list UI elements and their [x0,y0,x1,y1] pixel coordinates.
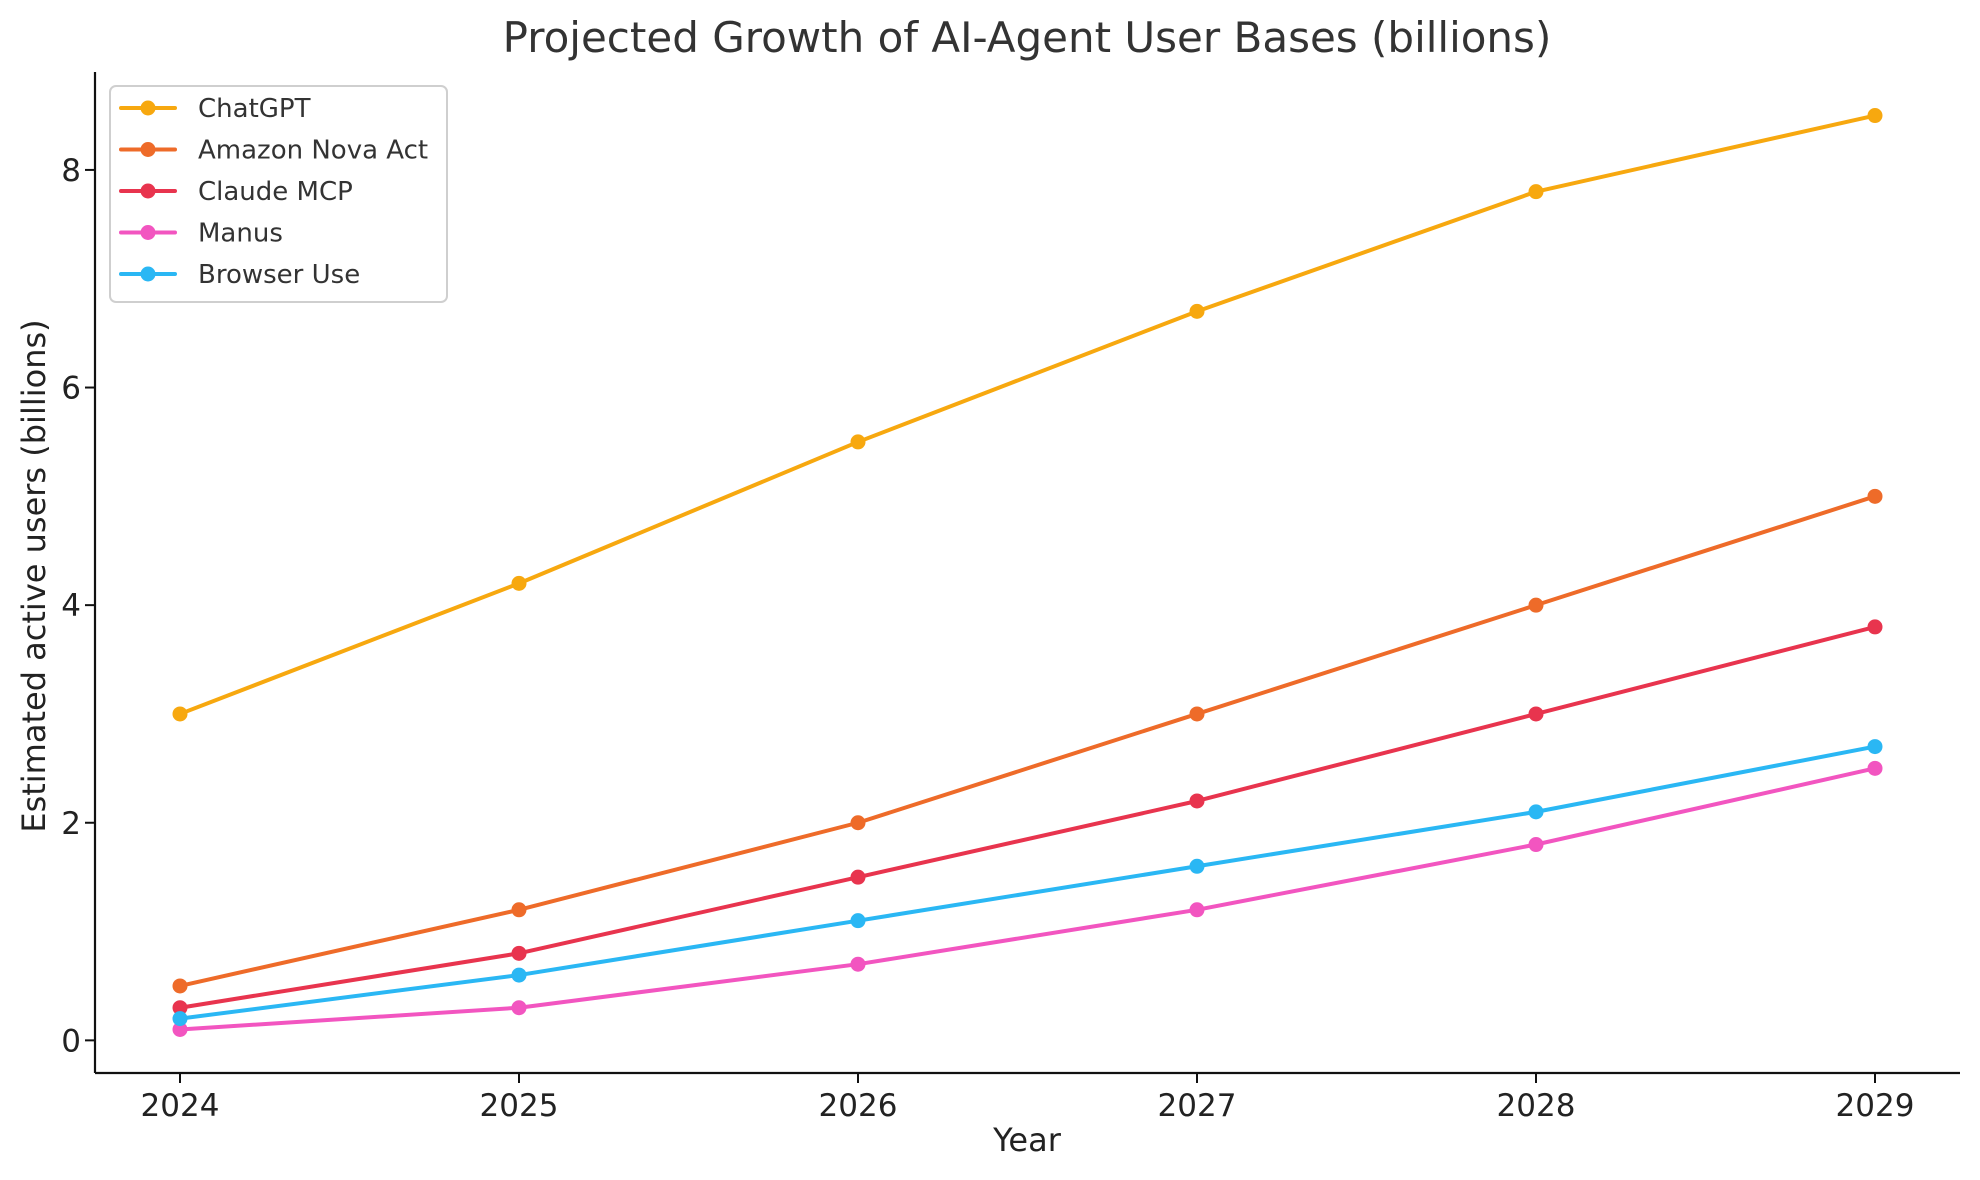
y-tick-label: 8 [61,153,81,189]
data-point [1867,488,1883,504]
data-point [172,1011,188,1027]
series-line [178,113,1877,716]
data-point [511,967,527,983]
y-tick-label: 4 [61,588,81,624]
x-tick-label: 2028 [1497,1088,1576,1124]
legend-label: ChatGPT [198,94,311,124]
data-point [1528,184,1544,200]
data-point [1528,597,1544,613]
legend-box [109,85,448,303]
series-line [178,744,1877,1021]
legend-item: Manus [119,219,283,249]
y-axis-label: Estimated active users (billions) [15,319,53,832]
x-tick-label: 2029 [1836,1088,1915,1124]
series-line [178,494,1877,988]
data-point [1189,858,1205,874]
legend-marker [140,183,156,199]
x-axis-ticks: 2024 2025 2026 2027 2028 2029 [141,1073,1915,1124]
legend-marker [140,266,156,282]
y-axis-ticks: 0 2 4 6 8 [61,153,95,1059]
data-point [1189,303,1205,319]
y-tick-label: 0 [61,1023,81,1059]
data-point [172,978,188,994]
series-line [178,766,1877,1032]
series-manus [172,760,1883,1037]
data-point [1189,706,1205,722]
series-layer [172,108,1883,1037]
legend-item: Browser Use [119,260,360,290]
legend-marker [140,100,156,116]
y-tick-label: 2 [61,806,81,842]
data-point [511,945,527,961]
series-chatgpt [172,108,1883,722]
data-point [172,706,188,722]
data-point [172,1000,188,1016]
legend-item: Claude MCP [119,177,353,207]
data-point [511,575,527,591]
data-point [1528,804,1544,820]
data-point [1189,793,1205,809]
data-point [850,869,866,885]
legend-label: Manus [198,219,283,249]
data-point [1867,760,1883,776]
series-claude-mcp [172,619,1883,1016]
axes [93,72,1960,1075]
x-tick-label: 2027 [1158,1088,1237,1124]
chart-title: Projected Growth of AI-Agent User Bases … [503,13,1552,62]
data-point [511,1000,527,1016]
legend-item: ChatGPT [119,94,311,124]
legend-item: Amazon Nova Act [119,136,428,166]
y-tick-label: 6 [61,371,81,407]
legend-label: Amazon Nova Act [198,136,428,166]
data-point [850,815,866,831]
data-point [1867,619,1883,635]
data-point [1867,739,1883,755]
x-tick-label: 2025 [480,1088,559,1124]
data-point [850,913,866,929]
legend-marker [140,142,156,157]
data-point [1528,706,1544,722]
data-point [1189,902,1205,918]
data-point [1528,837,1544,853]
x-tick-label: 2026 [819,1088,898,1124]
data-point [850,434,866,450]
data-point [850,956,866,972]
data-point [1867,108,1883,124]
legend: ChatGPT Amazon Nova Act Claude MCP Manus Bro… [109,85,448,303]
legend-label: Browser Use [198,260,360,290]
x-axis-label: Year [992,1121,1062,1159]
legend-label: Claude MCP [198,177,353,207]
series-line [178,624,1877,1010]
x-tick-label: 2024 [141,1088,220,1124]
data-point [172,1021,188,1037]
series-amazon-nova-act [172,488,1883,994]
legend-items: ChatGPT Amazon Nova Act Claude MCP Manus Bro… [119,94,428,290]
legend-marker [140,225,156,240]
data-point [511,902,527,918]
series-browser-use [172,739,1883,1027]
